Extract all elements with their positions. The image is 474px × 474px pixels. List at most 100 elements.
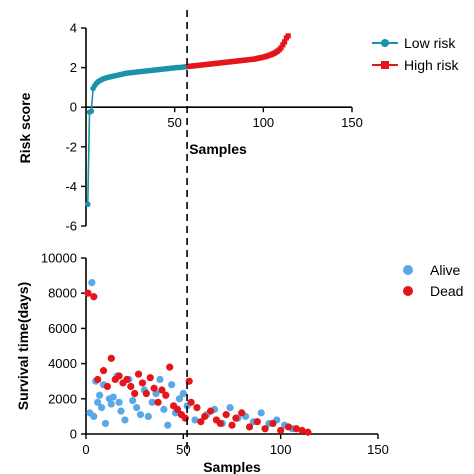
dead-point [222,411,230,419]
alive-point [101,419,110,428]
risk-score-y-tick-label: -4 [65,179,77,194]
high-risk-legend-marker [381,61,389,69]
dead-point [162,391,170,399]
dead-legend-label: Dead [430,283,463,299]
risk-score-y-tick-label: -6 [65,219,77,234]
survival-y-tick-label: 10000 [41,251,77,266]
risk-score-y-axis-label: Risk score [17,92,33,163]
risk-score-x-tick-label: 150 [341,115,363,130]
alive-point [88,279,96,287]
risk-score-y-tick-label: 4 [70,21,77,36]
risk-legend: Low risk High risk [372,35,459,73]
alive-point [109,393,117,401]
high-risk-point [282,39,288,45]
alive-point [90,412,98,420]
survival-x-tick-label: 0 [82,442,89,457]
dead-point [134,370,143,378]
risk-score-x-tick-label: 100 [252,115,274,130]
risk-score-x-axis-label: Samples [189,141,247,157]
dead-point [245,423,254,431]
survival-legend: Alive Dead [403,262,463,299]
dead-point [292,425,300,433]
low-risk-legend-marker [381,39,389,47]
dead-point [277,426,285,435]
alive-point [160,405,168,413]
dead-point [158,386,166,394]
dead-point [146,374,154,382]
alive-point [115,398,123,406]
low-risk-series-line [87,65,188,205]
alive-point [129,396,137,405]
survival-y-tick-label: 6000 [48,321,77,336]
dead-point [206,407,215,415]
alive-point [136,411,145,419]
alive-point [144,412,152,420]
survival-panel: 0 2000 4000 6000 8000 10000 0 50 100 150 Survival… [15,251,389,474]
survival-marks [84,279,312,436]
high-risk-point [278,45,284,51]
survival-ticks: 0 2000 4000 6000 8000 10000 0 50 100 150 [41,251,389,458]
dead-point [298,426,306,435]
dead-point [193,404,201,412]
survival-x-tick-label: 50 [176,442,190,457]
survival-x-axis-label: Samples [203,459,261,474]
alive-point [96,391,104,399]
risk-score-y-tick-label: -2 [65,139,77,154]
dead-point [138,379,147,387]
dead-point [253,418,261,426]
dead-point [99,367,108,375]
low-risk-legend-label: Low risk [404,35,456,51]
alive-point [226,404,234,412]
alive-point [121,416,129,424]
dead-point [131,389,139,398]
alive-point [94,398,102,406]
risk-score-ticks: -6 -4 -2 0 2 4 50 100 150 [65,21,362,234]
dead-point [261,425,269,433]
survival-x-tick-label: 150 [367,442,389,457]
dead-point [166,363,174,371]
dead-point [123,375,131,384]
dead-point [90,293,98,301]
low-risk-point [88,108,95,114]
dead-legend-marker [403,286,413,296]
alive-point [191,416,199,424]
dead-point [304,428,312,436]
alive-point [257,409,265,417]
alive-point [175,395,184,403]
high-risk-point [280,42,286,48]
risk-score-axes [85,28,352,226]
risk-score-marks [84,33,291,208]
dead-point [228,421,236,429]
dead-point [216,419,224,428]
low-risk-point [84,201,91,208]
dead-point [115,372,123,380]
dead-point [127,382,135,391]
dead-point [142,389,150,398]
risk-score-y-tick-label: 2 [70,60,77,75]
dead-point [94,375,102,384]
alive-point [148,398,156,406]
survival-y-tick-label: 2000 [48,391,77,406]
dead-point [269,419,277,428]
alive-point [156,375,164,384]
dead-point [103,382,112,391]
alive-point [107,400,115,408]
survival-y-tick-label: 0 [70,427,77,442]
alive-legend-marker [403,265,413,275]
dead-point [154,398,162,406]
risk-score-x-tick-label: 50 [167,115,181,130]
dead-point [232,414,240,422]
alive-point [164,421,172,429]
high-risk-legend-label: High risk [404,57,459,73]
dead-point [238,409,246,417]
risk-score-y-tick-label: 0 [70,100,77,115]
dead-point [84,289,92,297]
survival-y-tick-label: 4000 [48,356,77,371]
alive-point [133,404,141,412]
dead-point [201,412,209,420]
alive-point [97,404,106,412]
alive-legend-label: Alive [430,262,461,278]
alive-point [168,381,176,389]
dead-point [187,398,195,406]
dead-point [107,354,115,362]
